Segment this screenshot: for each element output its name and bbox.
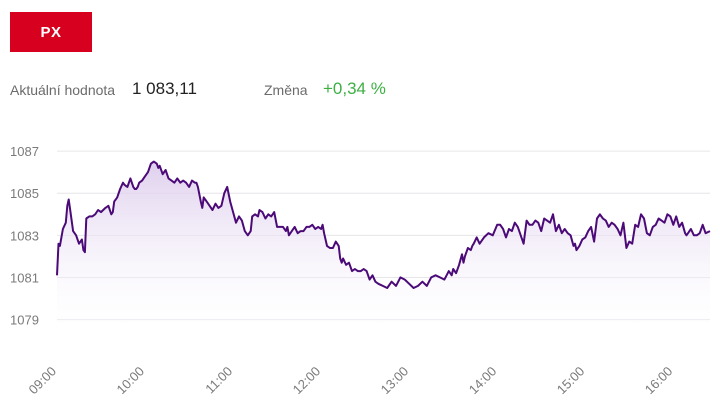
x-tick-label: 12:00 [290, 363, 324, 397]
x-tick-label: 10:00 [114, 363, 148, 397]
y-tick-label: 1079 [10, 313, 39, 328]
change-value: +0,34 % [323, 79, 386, 98]
intraday-chart[interactable]: 1079 1081 1083 1085 1087 09:00 10:00 11:00 12:00… [0, 118, 720, 407]
x-tick-label: 11:00 [202, 364, 235, 397]
series-line [56, 160, 711, 289]
y-tick-label: 1081 [10, 270, 39, 285]
x-tick-label: 15:00 [554, 364, 588, 398]
x-tick-label: 14:00 [466, 363, 500, 397]
x-tick-label: 16:00 [642, 364, 676, 398]
stats-row: Aktuální hodnota 1 083,11 Změna +0,34 % [10, 79, 710, 101]
current-value: 1 083,11 [132, 79, 197, 98]
series-area [57, 161, 710, 328]
index-tab-px[interactable]: PX [10, 12, 92, 52]
x-tick-label: 13:00 [378, 364, 412, 398]
y-tick-label: 1083 [10, 228, 39, 243]
change-label: Změna [264, 82, 308, 98]
chart-container: 1079 1081 1083 1085 1087 09:00 10:00 11:00 12:00… [0, 118, 720, 407]
y-tick-label: 1085 [10, 186, 39, 201]
current-value-label: Aktuální hodnota [10, 82, 116, 98]
x-tick-label: 09:00 [26, 364, 60, 398]
y-tick-label: 1087 [10, 144, 39, 159]
